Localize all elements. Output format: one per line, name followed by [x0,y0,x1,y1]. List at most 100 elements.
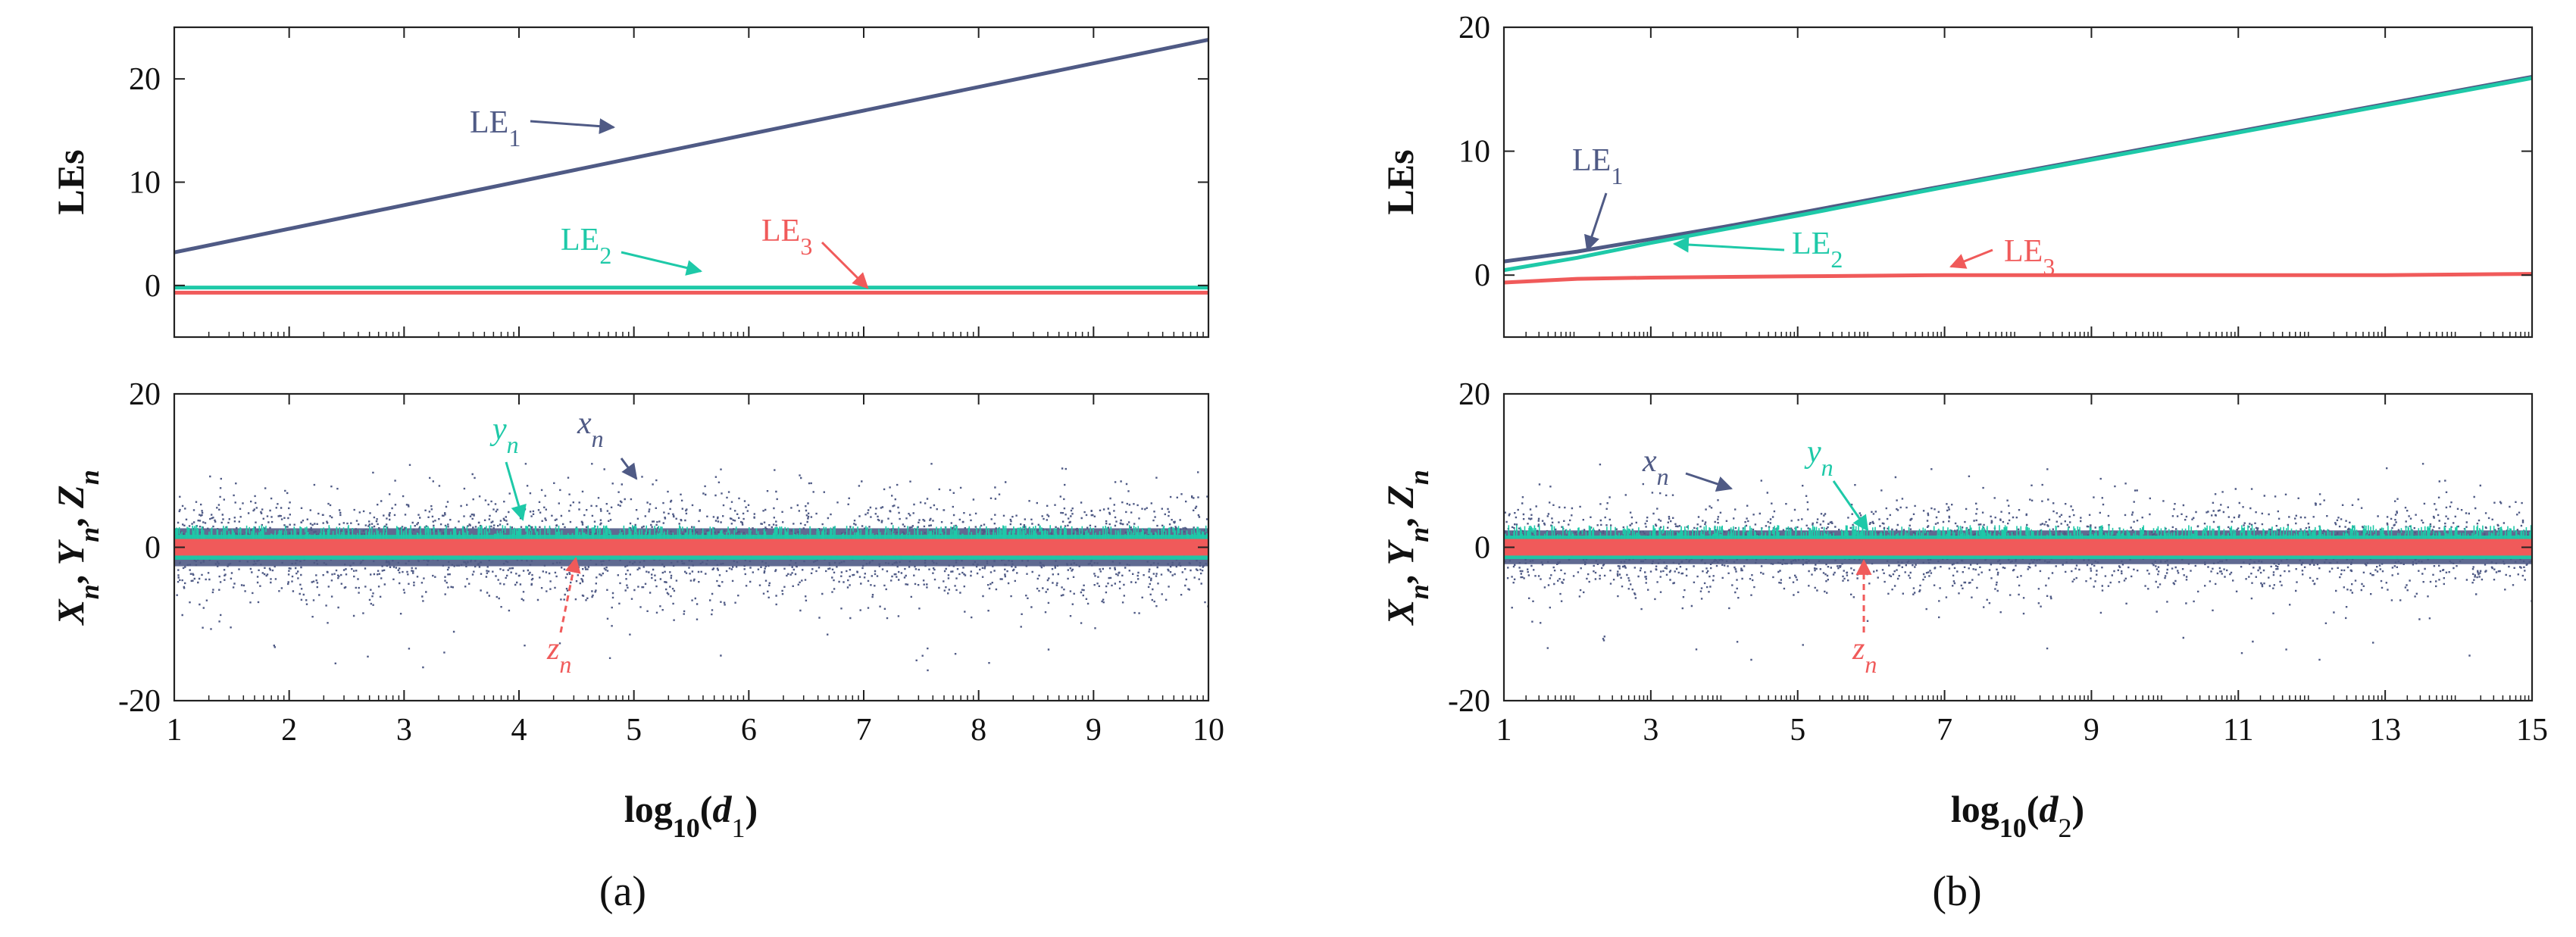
x-tick-label: 7 [856,713,872,748]
annotation-le2: LE2 [1792,226,1843,273]
y-label-sub: n [74,584,105,599]
x-label-base: 10 [1999,813,2027,843]
y-tick-label: 0 [145,269,161,304]
y-label-var: X [49,598,92,626]
y-tick-label: -20 [118,684,161,719]
x-axis-label: log10(d1) [624,788,758,843]
y-label-sub: n [1404,470,1434,485]
x-label-open: ( [2027,788,2040,830]
annotation-sub: n [507,431,519,458]
y-label-text: LEs [1379,149,1421,214]
x-tick-label: 1 [1496,713,1512,748]
annotation-zn: zn [546,632,571,678]
annotation-arrow [1685,472,1733,492]
band-core [174,539,1208,556]
annotation-base: LE [1572,143,1611,178]
annotation-base: z [546,632,559,667]
annotation-le1: LE1 [1572,143,1623,189]
y-label-sub: n [1404,584,1434,599]
y-tick-label: 0 [1474,258,1490,293]
annotation-base: y [1804,435,1821,470]
x-label-log: log [624,788,673,830]
x-tick-label: 7 [1937,713,1952,748]
axes-frame [1502,26,2534,339]
y-tick-label: 10 [1458,135,1490,170]
x-tick-label: 6 [741,713,757,748]
y-label-sub: n [74,527,105,542]
band-core [1504,539,2532,556]
annotation-arrow [621,251,703,276]
y-tick-label: 20 [129,377,161,412]
annotation-base: y [489,412,507,447]
annotation-zn: zn [1852,632,1877,678]
annotation-sub: 3 [800,233,812,260]
annotation-sub: 2 [1830,245,1843,273]
annotation-xn: xn [577,406,604,452]
plot-area [174,463,1208,672]
series-line-le1 [174,37,1208,255]
plot-area [1504,463,2532,661]
scatter-band-z-n [174,539,1208,556]
y-tick-label: -20 [1448,684,1490,719]
y-tick-label: 10 [129,166,161,201]
y-axis-label: Xn, Yn, Zn [49,470,105,626]
annotation-arrow [559,556,581,633]
annotation-sub: n [1865,651,1877,678]
y-label-var: Z [1379,485,1421,509]
annotation-sub: 3 [2043,253,2055,280]
y-label-var: Y [1379,539,1421,565]
annotation-base: x [577,406,592,441]
y-axis-label: Xn, Yn, Zn [1379,470,1434,626]
y-label-sub: n [1404,527,1434,542]
y-label-var: Z [49,485,92,509]
annotation-arrow [821,241,869,289]
series-line-le3 [1504,272,2532,285]
y-label-sep: , [49,565,92,584]
y-tick-label: 20 [1458,11,1490,45]
x-tick-label: 9 [2084,713,2099,748]
annotation-le3: LE3 [761,214,812,260]
annotation-sub: 1 [508,124,521,151]
y-label-var: Y [49,539,92,565]
plot-area [1504,74,2532,285]
x-tick-label: 8 [971,713,986,748]
scatter-band-x-n [174,463,1208,672]
scatter-points [174,463,1208,672]
annotation-sub: n [1657,463,1669,490]
scatter-band-z-n [1504,539,2532,556]
x-tick-label: 5 [626,713,642,748]
annotation-arrow [1672,236,1785,253]
plot-area [174,37,1208,295]
annotation-sub: n [592,425,604,452]
y-tick-label: 20 [129,62,161,97]
annotation-arrow [1949,248,1993,269]
annotation-base: LE [1792,226,1830,261]
annotation-sub: n [559,651,571,678]
x-tick-label: 13 [2369,713,2401,748]
x-tick-label: 10 [1193,713,1224,748]
scatter-points [174,525,1208,550]
y-axis-label: LEs [49,149,92,214]
x-tick-label: 4 [511,713,527,748]
annotation-base: LE [761,214,800,248]
y-label-sub: n [74,470,105,485]
y-label-var: X [1379,598,1421,626]
annotation-arrow [1832,480,1869,532]
annotation-arrow [620,458,638,480]
annotation-yn: yn [489,412,519,458]
x-label-log: log [1951,788,1999,830]
x-label-var-sub: 2 [2058,813,2071,843]
y-tick-label: 0 [145,531,161,566]
annotation-le2: LE2 [561,223,611,269]
annotation-base: LE [470,105,508,140]
annotation-sub: 1 [1611,162,1623,189]
x-tick-label: 15 [2516,713,2548,748]
y-label-sep: , [1379,565,1421,584]
